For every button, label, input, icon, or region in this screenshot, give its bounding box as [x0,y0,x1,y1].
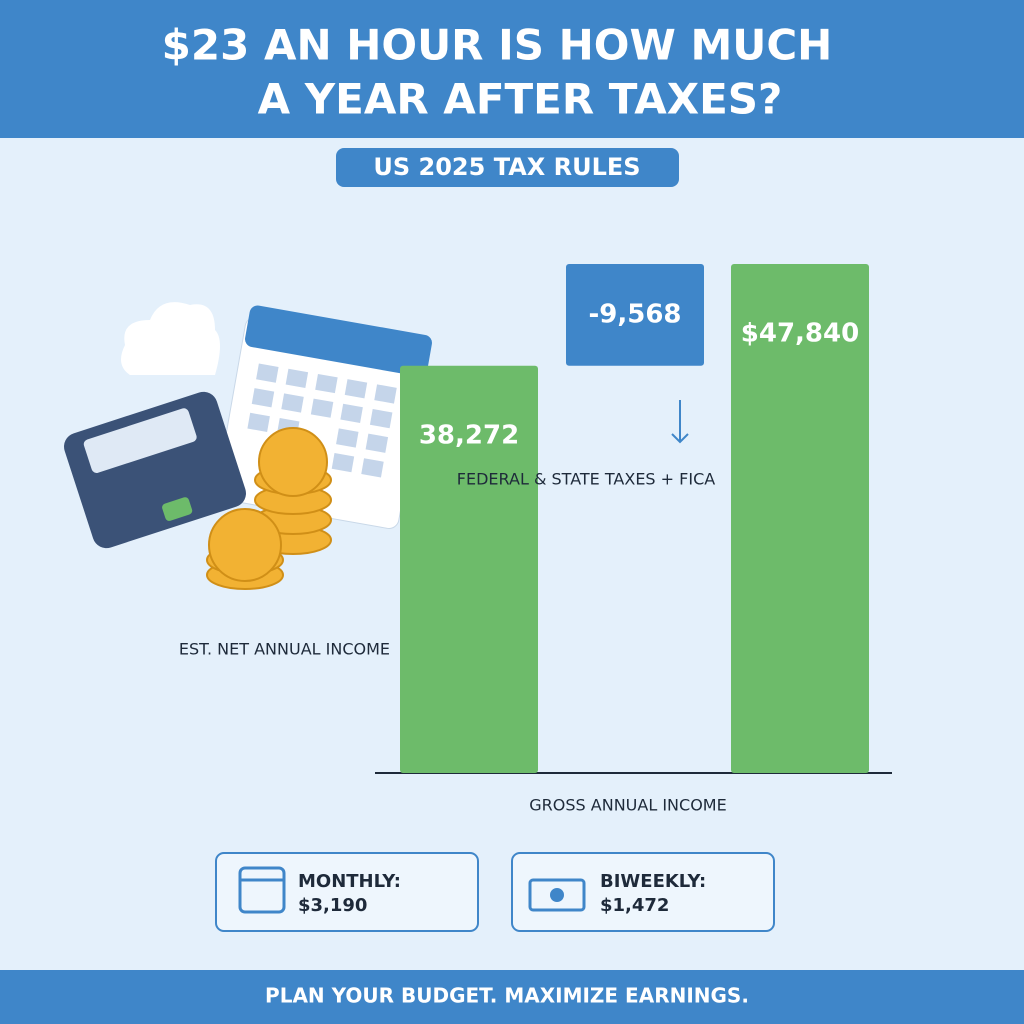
calculator [64,391,246,549]
summary-label: MONTHLY: [298,871,401,892]
summary-card: BIWEEKLY: $1,472 [511,852,775,932]
summary-value: $3,190 [298,895,367,916]
title-line: $23 AN HOUR IS HOW MUCH [162,21,833,70]
category-label: FEDERAL & STATE TAXES + FICA [457,470,715,489]
footer-band [0,970,1024,1024]
value-label: 38,272 [419,420,519,450]
calendar-grid [247,363,397,478]
summary-label: BIWEEKLY: [600,871,706,892]
calculator-key [162,497,193,521]
title-line: A YEAR AFTER TAXES? [258,75,783,124]
coins [206,427,332,590]
subtitle: US 2025 TAX RULES [373,153,640,181]
cloud [121,302,220,375]
header-band [0,0,1024,138]
calendar-top [245,305,432,377]
summary-card: MONTHLY: $3,190 [215,852,479,932]
bar [400,365,538,773]
illustration [64,302,432,590]
category-label: EST. NET ANNUAL INCOME [179,640,390,659]
value-label: $47,840 [741,319,859,349]
subtitle-pill [336,148,679,187]
category-label: GROSS ANNUAL INCOME [529,796,726,815]
value-label: -9,568 [588,299,681,329]
summary-value: $1,472 [600,895,669,916]
footer: PLAN YOUR BUDGET. MAXIMIZE EARNINGS. [265,984,749,1008]
calculator-screen [83,408,197,473]
bar [566,264,704,366]
bar [731,264,869,773]
